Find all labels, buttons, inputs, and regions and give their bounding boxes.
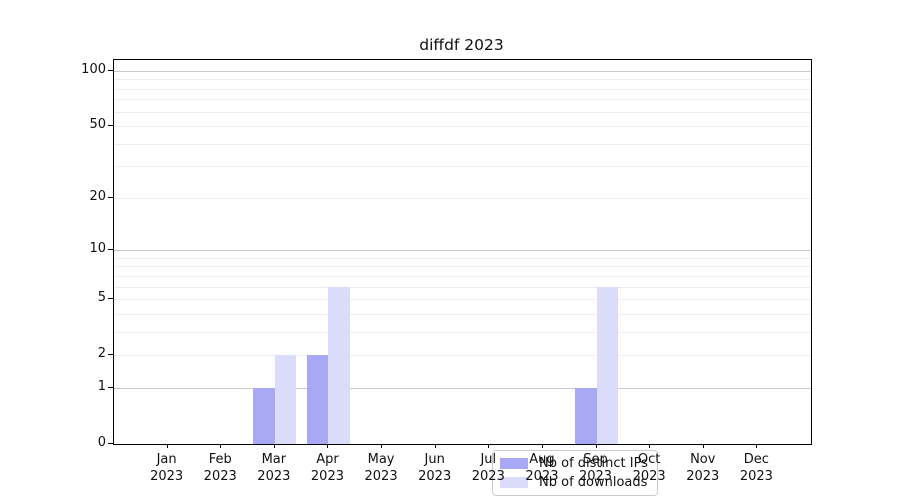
gridline-minor <box>114 299 811 301</box>
x-axis-tick-label: Sep 2023 <box>566 451 626 485</box>
y-axis-tick-label: 50 <box>89 117 106 133</box>
y-axis-tick-mark <box>108 443 113 444</box>
y-axis-tick-mark <box>108 249 113 251</box>
gridline-major <box>114 250 811 252</box>
x-axis-tick-label: Oct 2023 <box>619 451 679 485</box>
x-axis-year-label: 2023 <box>739 469 773 484</box>
gridline-minor <box>114 79 811 81</box>
x-axis-year-label: 2023 <box>632 469 666 484</box>
y-axis-tick-mark <box>108 70 113 71</box>
legend-swatch-distinct-ips <box>500 458 528 469</box>
legend-label-downloads: Nb of downloads <box>539 475 648 490</box>
gridline-minor <box>114 197 811 199</box>
y-axis-tick-mark <box>108 125 113 127</box>
x-axis-month-label: Nov <box>690 452 716 467</box>
legend-label-distinct-ips: Nb of distinct IPs <box>539 456 648 471</box>
y-axis-tick-label: 1 <box>97 378 106 394</box>
y-axis-tick-label: 5 <box>97 290 106 306</box>
x-axis-year-label: 2023 <box>364 469 398 484</box>
x-axis-tick-mark <box>595 444 597 448</box>
x-axis-tick-mark <box>220 444 222 448</box>
gridline-minor <box>114 355 811 357</box>
y-axis-tick-mark <box>108 298 113 300</box>
legend-item-distinct-ips: Nb of distinct IPs <box>500 456 648 471</box>
bar-distinct-ips-sep <box>575 387 597 444</box>
x-axis-month-label: Sep <box>583 452 608 467</box>
x-axis-month-label: Mar <box>261 452 287 467</box>
bar-distinct-ips-apr <box>307 355 329 444</box>
x-axis-tick-label: Jul 2023 <box>458 451 518 485</box>
plot-area: Nb of distinct IPs Nb of downloads <box>113 59 812 496</box>
x-axis-month-label: Oct <box>637 452 661 467</box>
x-axis-tick-label: Jun 2023 <box>405 451 465 485</box>
gridline-minor <box>114 257 811 259</box>
x-axis-tick-mark <box>327 444 329 448</box>
x-axis-tick-label: May 2023 <box>351 451 411 485</box>
y-axis-tick-label: 20 <box>89 188 106 204</box>
x-axis-month-label: Aug <box>529 452 555 467</box>
x-axis-year-label: 2023 <box>203 469 237 484</box>
x-axis-tick-mark <box>273 444 275 448</box>
gridline-minor <box>114 126 811 128</box>
gridline-minor <box>114 166 811 168</box>
legend-item-downloads: Nb of downloads <box>500 475 648 490</box>
y-axis-tick-mark <box>108 354 113 356</box>
x-axis-tick-label: Nov 2023 <box>673 451 733 485</box>
x-axis-tick-mark <box>166 444 168 448</box>
x-axis-tick-label: Aug 2023 <box>512 451 572 485</box>
x-axis-tick-label: Mar 2023 <box>244 451 304 485</box>
gridline-minor <box>114 143 811 145</box>
gridline-major <box>114 387 811 389</box>
x-axis-tick-mark <box>541 444 543 448</box>
y-axis-tick-label: 2 <box>97 346 106 362</box>
x-axis-year-label: 2023 <box>471 469 505 484</box>
x-axis-month-label: Jun <box>424 452 445 467</box>
x-axis-year-label: 2023 <box>525 469 559 484</box>
legend-swatch-downloads <box>500 477 528 488</box>
bar-downloads-mar <box>274 355 297 444</box>
bar-distinct-ips-mar <box>253 387 275 444</box>
gridline-minor <box>114 111 811 113</box>
gridline-major <box>114 71 811 72</box>
x-axis-year-label: 2023 <box>578 469 613 484</box>
x-axis-tick-mark <box>649 444 651 448</box>
x-axis-month-label: Jul <box>480 452 497 467</box>
y-axis-tick-mark <box>108 386 113 388</box>
x-axis-year-label: 2023 <box>150 469 184 484</box>
x-axis-tick-label: Dec 2023 <box>726 451 786 485</box>
y-axis-tick-label: 100 <box>81 62 106 77</box>
gridline-minor <box>114 331 811 333</box>
x-axis-year-label: 2023 <box>418 469 452 484</box>
legend: Nb of distinct IPs Nb of downloads <box>492 450 658 496</box>
y-axis-tick-mark <box>108 196 113 198</box>
x-axis-year-label: 2023 <box>257 469 291 484</box>
x-axis-tick-mark <box>756 444 758 448</box>
x-axis-tick-label: Jan 2023 <box>137 451 197 485</box>
x-axis-month-label: Apr <box>316 452 339 467</box>
x-axis-month-label: May <box>367 452 395 467</box>
x-axis-year-label: 2023 <box>686 469 720 484</box>
gridline-minor <box>114 266 811 268</box>
x-axis-tick-mark <box>488 444 490 448</box>
gridline-minor <box>114 99 811 101</box>
gridline-minor <box>114 275 811 277</box>
x-axis-tick-label: Feb 2023 <box>190 451 250 485</box>
bar-downloads-apr <box>328 286 350 444</box>
x-axis-tick-label: Apr 2023 <box>297 451 357 485</box>
x-axis-year-label: 2023 <box>310 469 344 484</box>
x-axis-month-label: Jan <box>156 452 177 467</box>
x-axis-tick-mark <box>702 444 704 448</box>
gridline-minor <box>114 88 811 90</box>
gridline-minor <box>114 286 811 288</box>
gridline-minor <box>114 313 811 315</box>
y-axis-tick-label: 10 <box>89 241 106 257</box>
chart-title: diffdf 2023 <box>419 36 504 54</box>
x-axis-month-label: Feb <box>208 452 232 467</box>
x-axis-tick-mark <box>434 444 436 448</box>
y-axis-tick-label: 0 <box>97 435 106 450</box>
bar-downloads-sep <box>596 286 618 444</box>
x-axis-month-label: Dec <box>743 452 769 467</box>
x-axis-tick-mark <box>381 444 383 448</box>
